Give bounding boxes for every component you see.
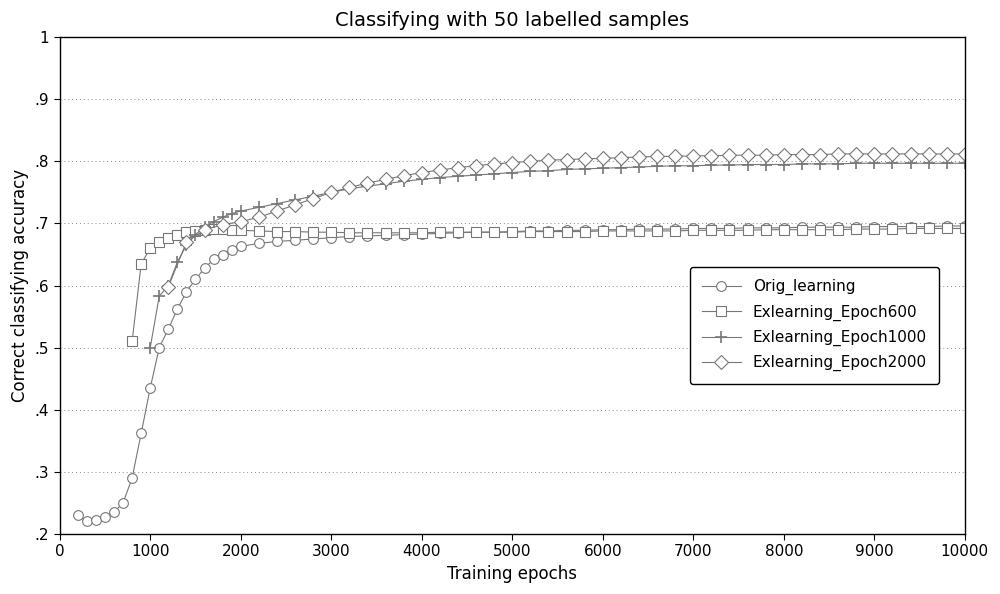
Exlearning_Epoch2000 bbox=[398, 172, 410, 179]
Exlearning_Epoch2000 bbox=[307, 195, 319, 202]
Exlearning_Epoch1000 bbox=[253, 204, 265, 211]
Exlearning_Epoch2000 bbox=[723, 151, 735, 159]
Exlearning_Epoch600 bbox=[850, 226, 862, 233]
Exlearning_Epoch2000 bbox=[778, 151, 790, 158]
Y-axis label: Correct classifying accuracy: Correct classifying accuracy bbox=[11, 169, 29, 402]
Exlearning_Epoch2000 bbox=[561, 156, 573, 163]
Exlearning_Epoch2000 bbox=[452, 164, 464, 171]
Orig_learning bbox=[959, 222, 971, 229]
Exlearning_Epoch2000 bbox=[162, 283, 174, 290]
Orig_learning bbox=[135, 430, 147, 437]
Orig_learning bbox=[941, 222, 953, 229]
Exlearning_Epoch2000 bbox=[850, 150, 862, 157]
Exlearning_Epoch2000 bbox=[669, 153, 681, 160]
Exlearning_Epoch600 bbox=[905, 225, 917, 232]
Exlearning_Epoch2000 bbox=[832, 150, 844, 157]
Exlearning_Epoch1000 bbox=[144, 344, 156, 351]
Exlearning_Epoch2000 bbox=[615, 154, 627, 161]
Exlearning_Epoch2000 bbox=[180, 239, 192, 246]
Exlearning_Epoch2000 bbox=[579, 156, 591, 163]
Exlearning_Epoch600 bbox=[579, 228, 591, 235]
Exlearning_Epoch600 bbox=[742, 227, 754, 234]
Exlearning_Epoch2000 bbox=[271, 207, 283, 214]
Orig_learning bbox=[217, 251, 229, 258]
Orig_learning bbox=[687, 225, 699, 232]
Exlearning_Epoch2000 bbox=[814, 151, 826, 158]
Exlearning_Epoch2000 bbox=[633, 153, 645, 160]
Exlearning_Epoch2000 bbox=[506, 159, 518, 166]
Line: Exlearning_Epoch600: Exlearning_Epoch600 bbox=[127, 223, 970, 346]
Exlearning_Epoch2000 bbox=[705, 152, 717, 159]
Exlearning_Epoch2000 bbox=[235, 218, 247, 225]
Exlearning_Epoch600 bbox=[615, 228, 627, 235]
Exlearning_Epoch1000 bbox=[850, 160, 862, 167]
Exlearning_Epoch2000 bbox=[905, 150, 917, 157]
Exlearning_Epoch2000 bbox=[597, 154, 609, 162]
Exlearning_Epoch2000 bbox=[959, 150, 971, 157]
Exlearning_Epoch2000 bbox=[923, 150, 935, 157]
Exlearning_Epoch2000 bbox=[289, 201, 301, 208]
Orig_learning bbox=[470, 229, 482, 236]
X-axis label: Training epochs: Training epochs bbox=[447, 565, 577, 583]
Exlearning_Epoch2000 bbox=[434, 166, 446, 173]
Orig_learning bbox=[81, 518, 93, 525]
Orig_learning bbox=[99, 513, 111, 520]
Title: Classifying with 50 labelled samples: Classifying with 50 labelled samples bbox=[335, 11, 689, 30]
Exlearning_Epoch1000 bbox=[343, 185, 355, 192]
Line: Orig_learning: Orig_learning bbox=[73, 221, 970, 526]
Line: Exlearning_Epoch1000: Exlearning_Epoch1000 bbox=[144, 157, 971, 354]
Exlearning_Epoch2000 bbox=[542, 157, 554, 164]
Exlearning_Epoch1000 bbox=[651, 163, 663, 170]
Exlearning_Epoch2000 bbox=[253, 214, 265, 221]
Exlearning_Epoch1000 bbox=[705, 162, 717, 169]
Exlearning_Epoch2000 bbox=[524, 158, 536, 165]
Orig_learning bbox=[72, 511, 84, 519]
Exlearning_Epoch2000 bbox=[651, 153, 663, 160]
Legend: Orig_learning, Exlearning_Epoch600, Exlearning_Epoch1000, Exlearning_Epoch2000: Orig_learning, Exlearning_Epoch600, Exle… bbox=[690, 267, 939, 384]
Exlearning_Epoch2000 bbox=[361, 179, 373, 187]
Exlearning_Epoch2000 bbox=[325, 189, 337, 196]
Exlearning_Epoch2000 bbox=[868, 150, 880, 157]
Exlearning_Epoch2000 bbox=[796, 151, 808, 158]
Exlearning_Epoch2000 bbox=[199, 226, 211, 233]
Exlearning_Epoch2000 bbox=[416, 169, 428, 176]
Exlearning_Epoch2000 bbox=[886, 150, 898, 157]
Exlearning_Epoch1000 bbox=[959, 160, 971, 167]
Exlearning_Epoch2000 bbox=[470, 162, 482, 169]
Exlearning_Epoch600 bbox=[561, 228, 573, 235]
Orig_learning bbox=[162, 326, 174, 333]
Exlearning_Epoch2000 bbox=[941, 150, 953, 157]
Exlearning_Epoch2000 bbox=[760, 151, 772, 159]
Exlearning_Epoch2000 bbox=[488, 160, 500, 168]
Exlearning_Epoch600 bbox=[126, 338, 138, 345]
Exlearning_Epoch2000 bbox=[217, 221, 229, 228]
Exlearning_Epoch2000 bbox=[687, 152, 699, 159]
Exlearning_Epoch600 bbox=[271, 228, 283, 235]
Exlearning_Epoch2000 bbox=[380, 176, 392, 183]
Exlearning_Epoch1000 bbox=[325, 189, 337, 196]
Exlearning_Epoch1000 bbox=[941, 160, 953, 167]
Exlearning_Epoch600 bbox=[959, 225, 971, 232]
Line: Exlearning_Epoch2000: Exlearning_Epoch2000 bbox=[163, 149, 970, 292]
Exlearning_Epoch2000 bbox=[742, 151, 754, 159]
Exlearning_Epoch2000 bbox=[343, 184, 355, 191]
